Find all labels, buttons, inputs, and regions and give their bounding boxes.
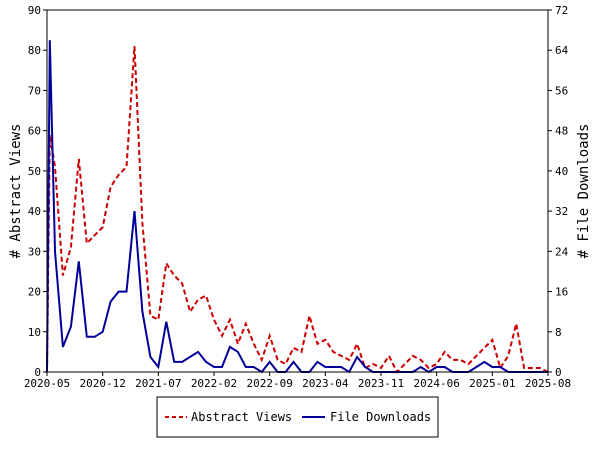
left-y-tick-label: 20 xyxy=(28,286,41,299)
right-y-tick-label: 8 xyxy=(555,326,562,339)
series-line-abstract-views xyxy=(46,46,549,374)
x-tick-label: 2023-11 xyxy=(358,377,404,390)
left-y-tick-label: 70 xyxy=(28,84,41,97)
right-y-tick-label: 56 xyxy=(555,84,568,97)
legend-box xyxy=(156,396,439,438)
left-axis-title: # Abstract Views xyxy=(8,124,24,259)
left-y-tick-label: 80 xyxy=(28,44,41,57)
right-y-tick-label: 0 xyxy=(555,366,562,379)
left-y-tick-label: 60 xyxy=(28,125,41,138)
plot-frame xyxy=(46,9,549,373)
left-y-tick-label: 10 xyxy=(28,326,41,339)
x-tick-label: 2023-04 xyxy=(302,377,349,390)
left-y-tick-label: 40 xyxy=(28,205,41,218)
x-tick-label: 2022-09 xyxy=(246,377,292,390)
x-axis: 2020-05 2020-12 2021-07 2022-02 2022-09 2023-… xyxy=(24,372,571,390)
legend-label-abstract-views: Abstract Views xyxy=(191,410,292,424)
right-y-tick-label: 72 xyxy=(555,4,568,17)
x-tick-label: 2021-07 xyxy=(135,377,181,390)
x-tick-label: 2025-08 xyxy=(525,377,571,390)
right-y-tick-label: 40 xyxy=(555,165,568,178)
left-y-tick-label: 0 xyxy=(34,366,41,379)
right-axis-title: # File Downloads xyxy=(576,124,592,259)
right-y-tick-label: 16 xyxy=(555,286,568,299)
x-tick-label: 2022-02 xyxy=(191,377,237,390)
right-y-tick-label: 64 xyxy=(555,44,569,57)
left-y-tick-label: 90 xyxy=(28,4,41,17)
legend: Abstract Views File Downloads xyxy=(156,396,439,438)
left-y-tick-label: 30 xyxy=(28,245,41,258)
x-tick-label: 2025-01 xyxy=(469,377,515,390)
right-y-tick-label: 48 xyxy=(555,125,568,138)
right-y-tick-label: 32 xyxy=(555,205,568,218)
legend-label-file-downloads: File Downloads xyxy=(330,410,431,424)
right-y-tick-label: 24 xyxy=(555,245,569,258)
x-tick-label: 2020-12 xyxy=(79,377,125,390)
left-y-axis: 0 10 20 30 40 50 60 70 80 90 xyxy=(28,4,47,379)
x-tick-label: 2020-05 xyxy=(24,377,70,390)
x-tick-label: 2024-06 xyxy=(413,377,459,390)
left-y-tick-label: 50 xyxy=(28,165,41,178)
right-y-axis: 0 8 16 24 32 40 48 56 64 72 xyxy=(548,4,569,379)
